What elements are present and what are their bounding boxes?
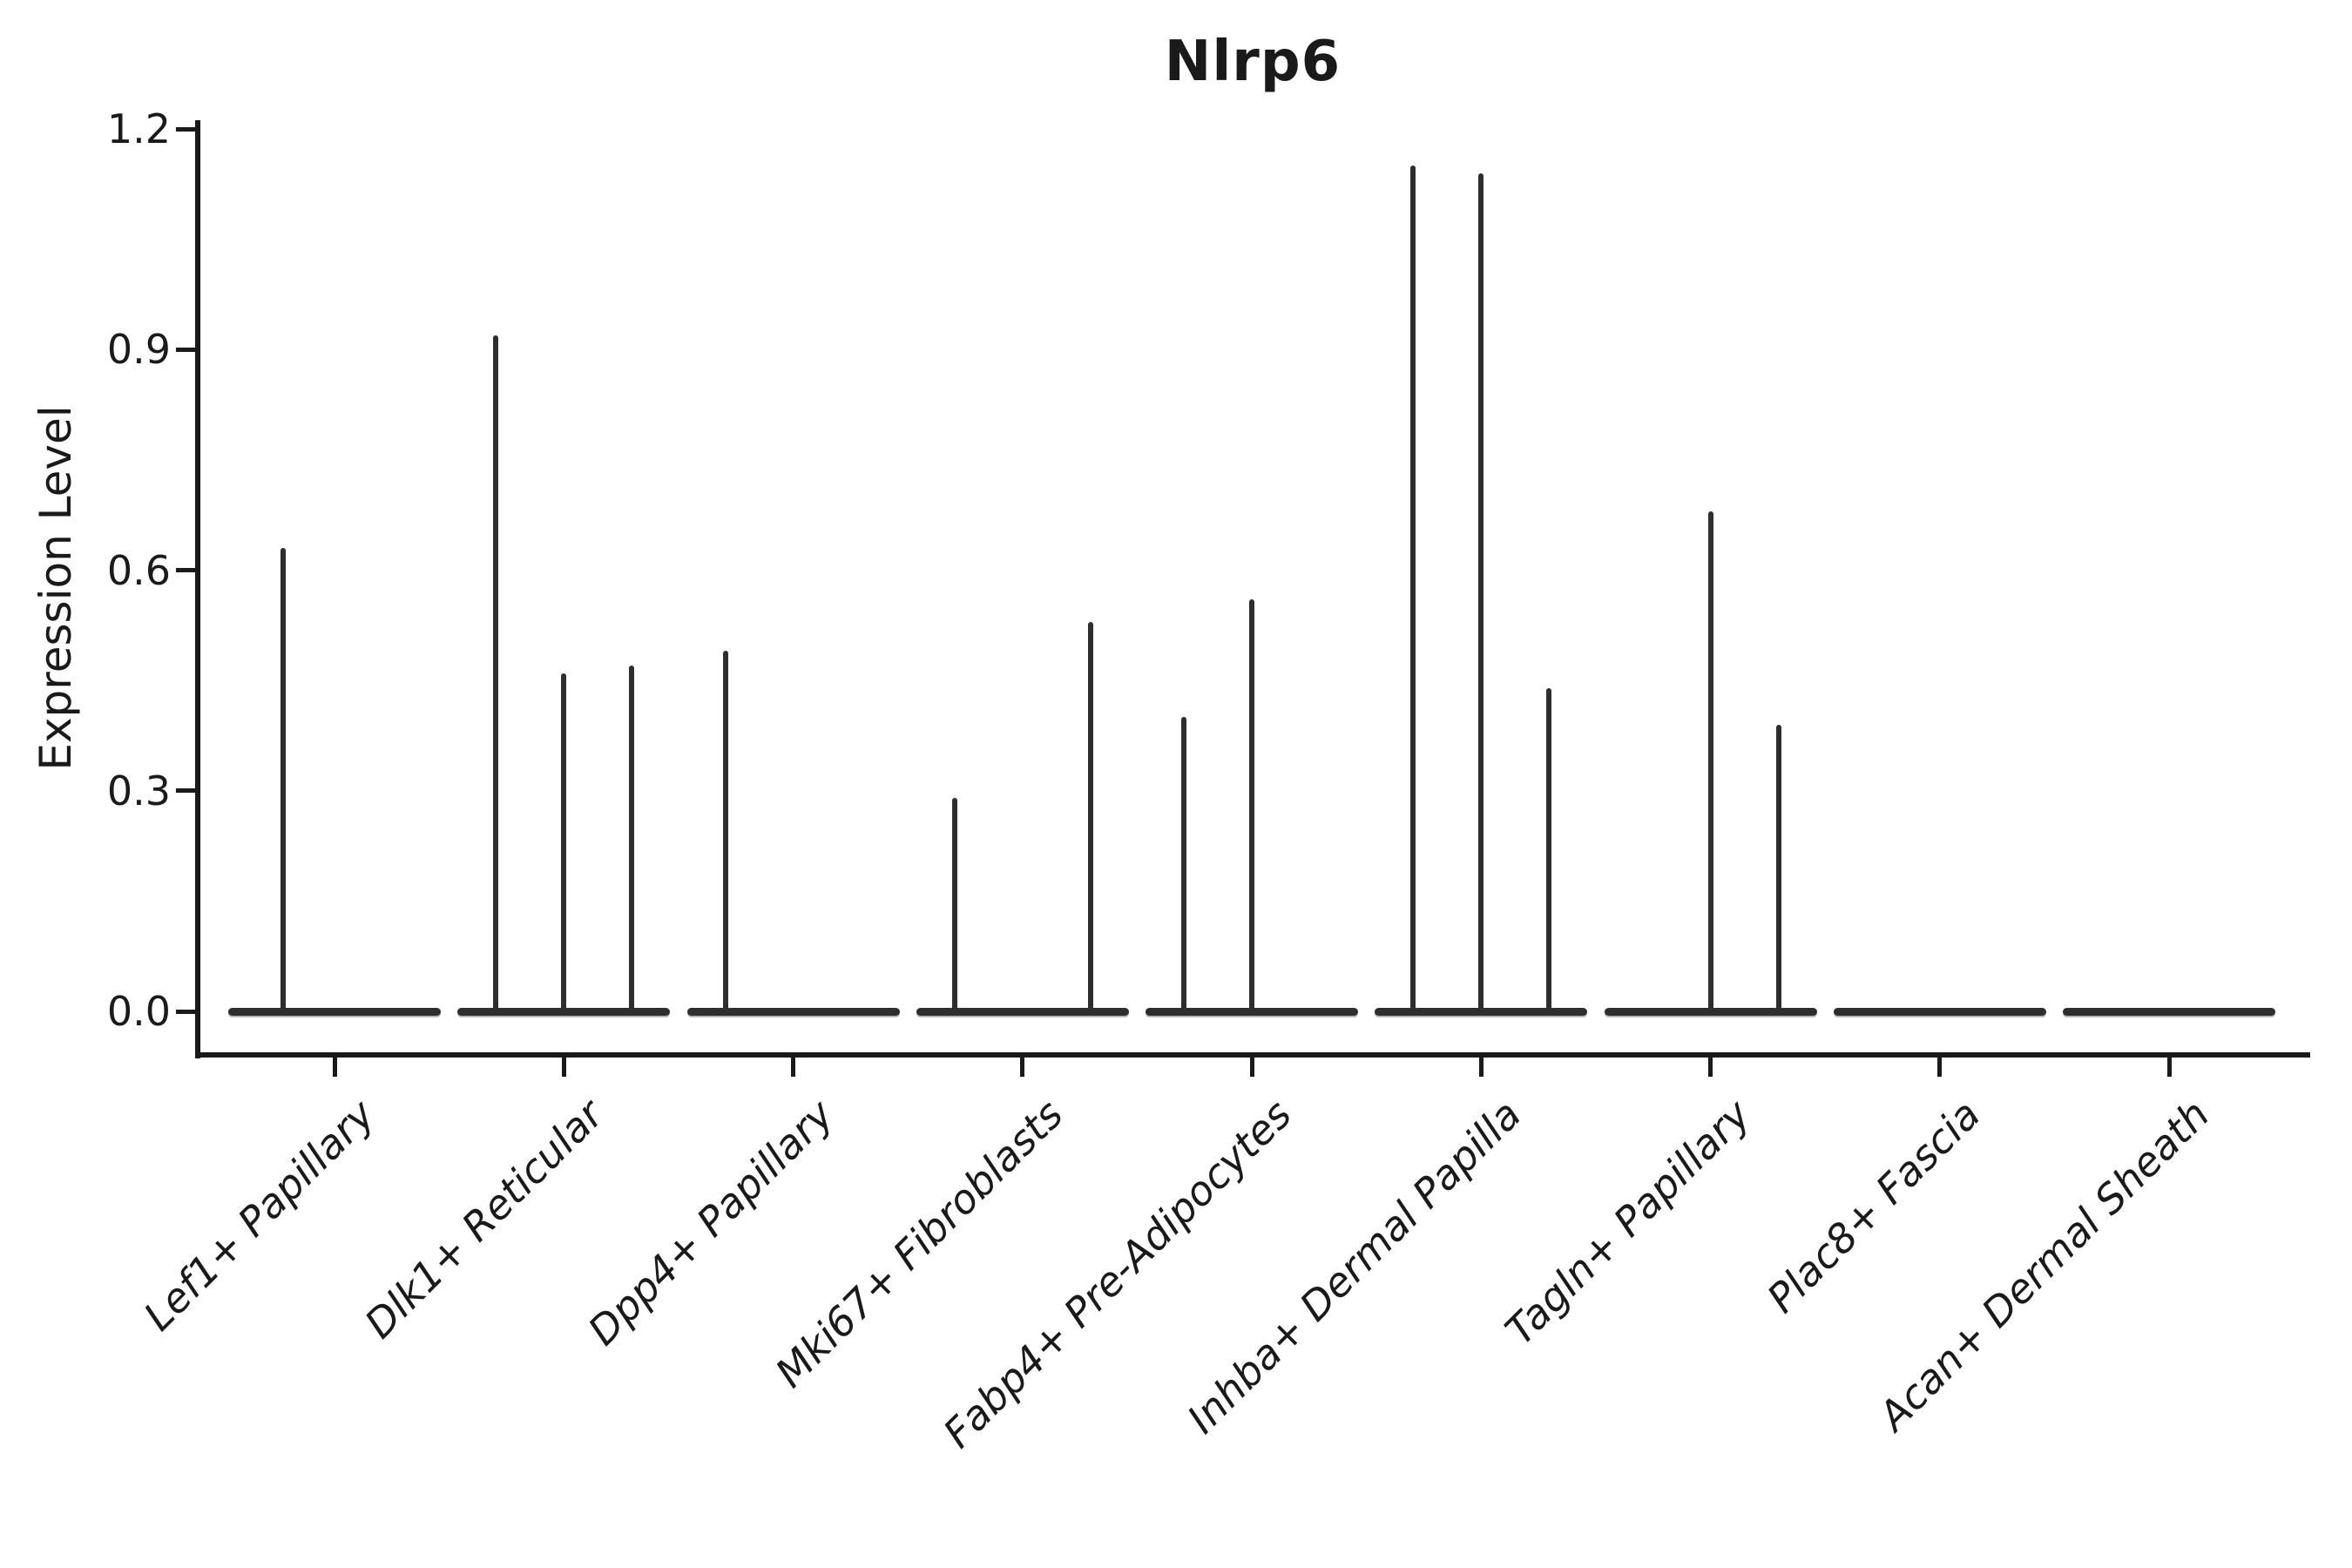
violin-baseline xyxy=(228,1007,441,1016)
violin-spike xyxy=(1775,724,1781,1011)
x-tick-mark xyxy=(2166,1058,2172,1077)
ytick-label: 0.9 xyxy=(106,326,171,373)
violin-baseline xyxy=(1146,1007,1358,1016)
violin-spike xyxy=(1410,166,1416,1011)
x-tick-mark xyxy=(561,1058,566,1077)
chart-title: Nlrp6 xyxy=(1164,30,1342,94)
violin-spike xyxy=(1249,599,1254,1011)
x-tick-mark xyxy=(332,1058,337,1077)
violin-spike xyxy=(493,335,499,1011)
x-tick-mark xyxy=(1020,1058,1025,1077)
violin-baseline xyxy=(686,1007,900,1016)
violin-spike xyxy=(1546,687,1552,1011)
x-tick-mark xyxy=(791,1058,795,1077)
y-tick-mark xyxy=(176,347,195,352)
ytick-label: 0.6 xyxy=(106,547,171,594)
x-tick-mark xyxy=(1937,1058,1943,1077)
violin-baseline xyxy=(1604,1007,1817,1016)
x-tick-mark xyxy=(1478,1058,1484,1077)
y-tick-mark xyxy=(176,568,195,573)
violin-baseline xyxy=(2063,1007,2275,1016)
violin-spike xyxy=(280,548,286,1011)
violin-spike xyxy=(629,666,635,1011)
y-axis-spine xyxy=(195,120,200,1058)
violin-spike xyxy=(561,672,567,1011)
x-tick-mark xyxy=(1708,1058,1713,1077)
violin-baseline xyxy=(1833,1007,2046,1016)
y-tick-mark xyxy=(176,1009,195,1014)
violin-baseline xyxy=(1375,1007,1588,1016)
x-axis-spine xyxy=(195,1052,2310,1058)
y-tick-mark xyxy=(176,788,195,794)
x-tick-mark xyxy=(1249,1058,1254,1077)
violin-spike xyxy=(1087,621,1093,1011)
ytick-label: 0.0 xyxy=(106,988,171,1035)
violin-spike xyxy=(1478,172,1484,1011)
ytick-label: 1.2 xyxy=(106,105,171,152)
ytick-label: 0.3 xyxy=(106,767,171,814)
violin-spike xyxy=(1707,511,1713,1011)
y-tick-mark xyxy=(176,126,195,132)
violin-baseline xyxy=(916,1007,1129,1016)
violin-baseline xyxy=(457,1007,671,1016)
violin-spike xyxy=(1181,717,1186,1011)
violin-spike xyxy=(951,798,957,1011)
violin-spike xyxy=(722,651,728,1011)
